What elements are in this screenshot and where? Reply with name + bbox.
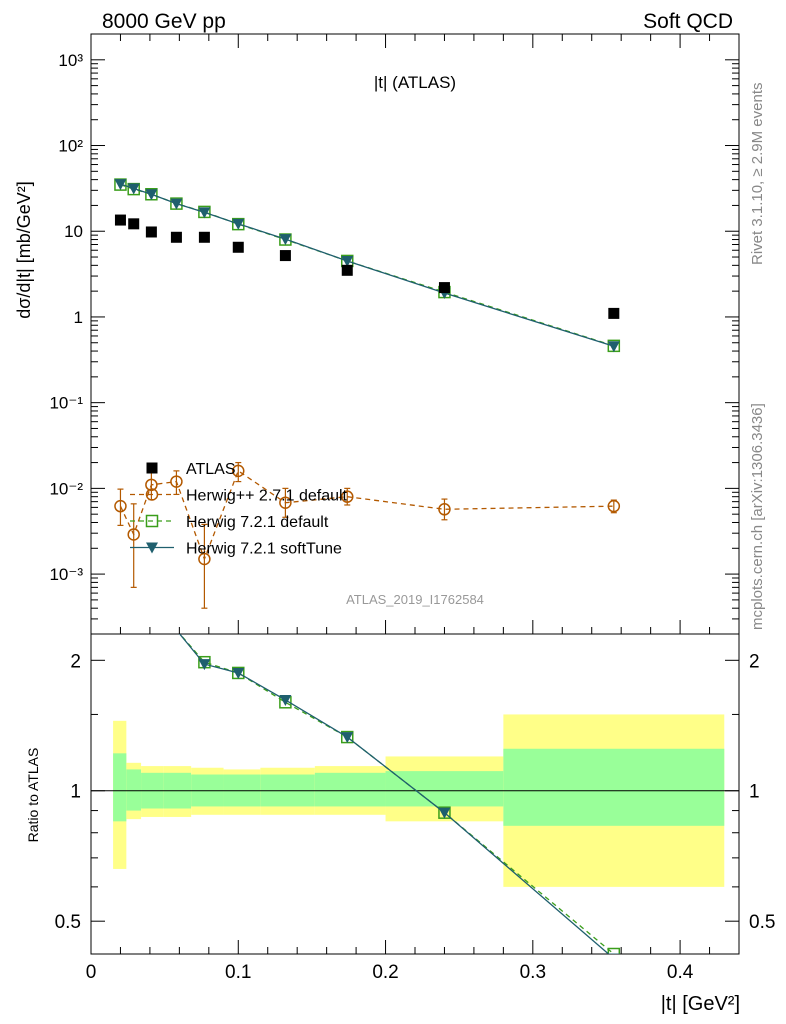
main-series-layer [114, 178, 621, 609]
data-point [607, 341, 620, 353]
series-0 [114, 214, 620, 319]
band-stat [503, 748, 725, 826]
analysis-watermark: ATLAS_2019_I1762584 [346, 592, 484, 607]
ratio-herwig-default-point [607, 947, 621, 954]
data-point [608, 307, 620, 319]
data-point [170, 475, 183, 488]
data-point [114, 499, 127, 513]
ratio-tick-label-right: 1 [749, 782, 760, 803]
data-point [607, 499, 621, 513]
data-point [127, 528, 140, 541]
legend-label: Herwig 7.2.1 softTune [186, 541, 342, 558]
legend: ATLAS Herwig++ 2.7.1 default Herwig 7.2.1 … [130, 461, 348, 558]
ratio-bands [91, 714, 739, 887]
ratio-herwig-softtune-point [607, 953, 620, 954]
legend-marker [145, 488, 159, 501]
x-tick-label: 0.2 [372, 962, 398, 983]
band-stat [126, 769, 142, 811]
legend-label: Herwig 7.2.1 default [186, 514, 329, 531]
y-tick-label: 10⁻² [49, 479, 83, 498]
x-axis-label: |t| [GeV²] [661, 993, 740, 1015]
data-point [438, 282, 450, 294]
data-point [279, 496, 292, 509]
header-right: Soft QCD [643, 10, 733, 33]
band-stat [113, 753, 127, 822]
y-tick-label: 10 [64, 222, 83, 241]
data-point [127, 183, 140, 195]
ratio-tick-label-right: 2 [749, 651, 760, 672]
mcplots-label: mcplots.cern.ch [arXiv:1306.3436] [749, 403, 766, 630]
x-tick-label: 0.4 [667, 962, 694, 983]
legend-label: ATLAS [186, 461, 236, 478]
data-point [279, 234, 292, 246]
data-point [170, 231, 182, 243]
ratio-tick-label: 1 [70, 782, 81, 803]
data-point [198, 552, 211, 566]
ratio-herwig-softtune-point [198, 659, 211, 671]
axes-ticks: 0 0.1 0.2 0.3 0.4 10⁻³ 10⁻² 10⁻¹ 1 10 10² 10³ 0.5 0.5… [49, 33, 775, 983]
series-2 [114, 178, 621, 353]
series-line [119, 469, 614, 561]
rivet-label: Rivet 3.1.10, ≥ 2.9M events [749, 83, 766, 266]
legend-marker [145, 514, 159, 528]
data-point [232, 218, 245, 230]
data-point [145, 189, 158, 201]
series-3 [114, 179, 620, 353]
y-tick-label: 10² [58, 137, 83, 156]
legend-marker [146, 462, 158, 474]
ratio-series-layer [178, 634, 621, 954]
y-tick-label: 10⁻¹ [49, 394, 83, 413]
legend-marker [146, 542, 158, 554]
series-1 [114, 461, 621, 609]
series-line [120, 183, 615, 347]
legend-label: Herwig++ 2.7.1 default [186, 488, 348, 505]
y-tick-label: 10⁻³ [49, 565, 83, 584]
y-tick-label: 1 [74, 308, 83, 327]
data-point [232, 241, 244, 253]
x-tick-label: 0.3 [520, 962, 546, 983]
x-tick-label: 0 [86, 962, 97, 983]
data-point [438, 503, 451, 516]
data-point [341, 255, 354, 267]
data-point [170, 198, 183, 210]
y-tick-label: 10³ [58, 51, 83, 70]
band-stat [314, 772, 386, 807]
header-left: 8000 GeV pp [102, 10, 226, 33]
data-point [232, 464, 245, 478]
ratio-herwig-softtune-point [279, 694, 292, 706]
ratio-herwig-softtune-point [438, 807, 451, 819]
data-point [145, 226, 157, 238]
data-point [114, 179, 127, 191]
ratio-herwig-softtune-point [341, 732, 354, 744]
data-point [341, 264, 353, 276]
y-axis-label: dσ/d|t| [mb/GeV²] [14, 181, 34, 319]
ratio-tick-label: 0.5 [55, 912, 81, 933]
data-point [114, 214, 126, 226]
ratio-axis-label: Ratio to ATLAS [25, 748, 41, 843]
data-point [128, 218, 140, 230]
ratio-tick-label-right: 0.5 [749, 912, 775, 933]
data-point [198, 207, 211, 219]
ratio-herwig-softtune-point [232, 667, 245, 679]
data-point [279, 250, 291, 262]
data-point [341, 490, 354, 503]
x-tick-label: 0.1 [225, 962, 251, 983]
chart-title: |t| (ATLAS) [374, 73, 456, 92]
data-point [198, 231, 210, 243]
data-point [145, 478, 158, 492]
ratio-tick-label: 2 [70, 651, 81, 672]
band-stat [385, 771, 504, 807]
